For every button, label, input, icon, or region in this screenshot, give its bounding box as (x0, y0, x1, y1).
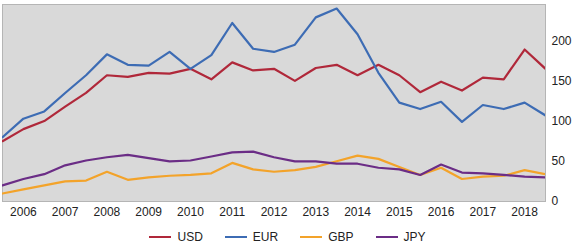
html-text:GBP: GBP (328, 230, 354, 244)
svg-text:2013: 2013 (302, 205, 329, 219)
html-text:JPY: JPY (403, 230, 426, 244)
svg-text:2015: 2015 (386, 205, 413, 219)
svg-text:2010: 2010 (177, 205, 204, 219)
svg-text:2007: 2007 (52, 205, 79, 219)
svg-text:2006: 2006 (10, 205, 37, 219)
svg-text:2008: 2008 (94, 205, 121, 219)
svg-text:100: 100 (552, 114, 572, 128)
svg-text:150: 150 (552, 74, 572, 88)
html-text:EUR: EUR (252, 230, 279, 244)
svg-text:2011: 2011 (219, 205, 245, 219)
svg-text:50: 50 (552, 154, 566, 168)
svg-text:2017: 2017 (469, 205, 496, 219)
html-text:USD: USD (177, 230, 203, 244)
svg-text:2009: 2009 (135, 205, 162, 219)
svg-text:2012: 2012 (261, 205, 288, 219)
svg-text:0: 0 (552, 194, 559, 208)
svg-text:200: 200 (552, 34, 572, 48)
svg-text:2018: 2018 (511, 205, 538, 219)
svg-text:2016: 2016 (428, 205, 455, 219)
svg-text:2014: 2014 (344, 205, 371, 219)
